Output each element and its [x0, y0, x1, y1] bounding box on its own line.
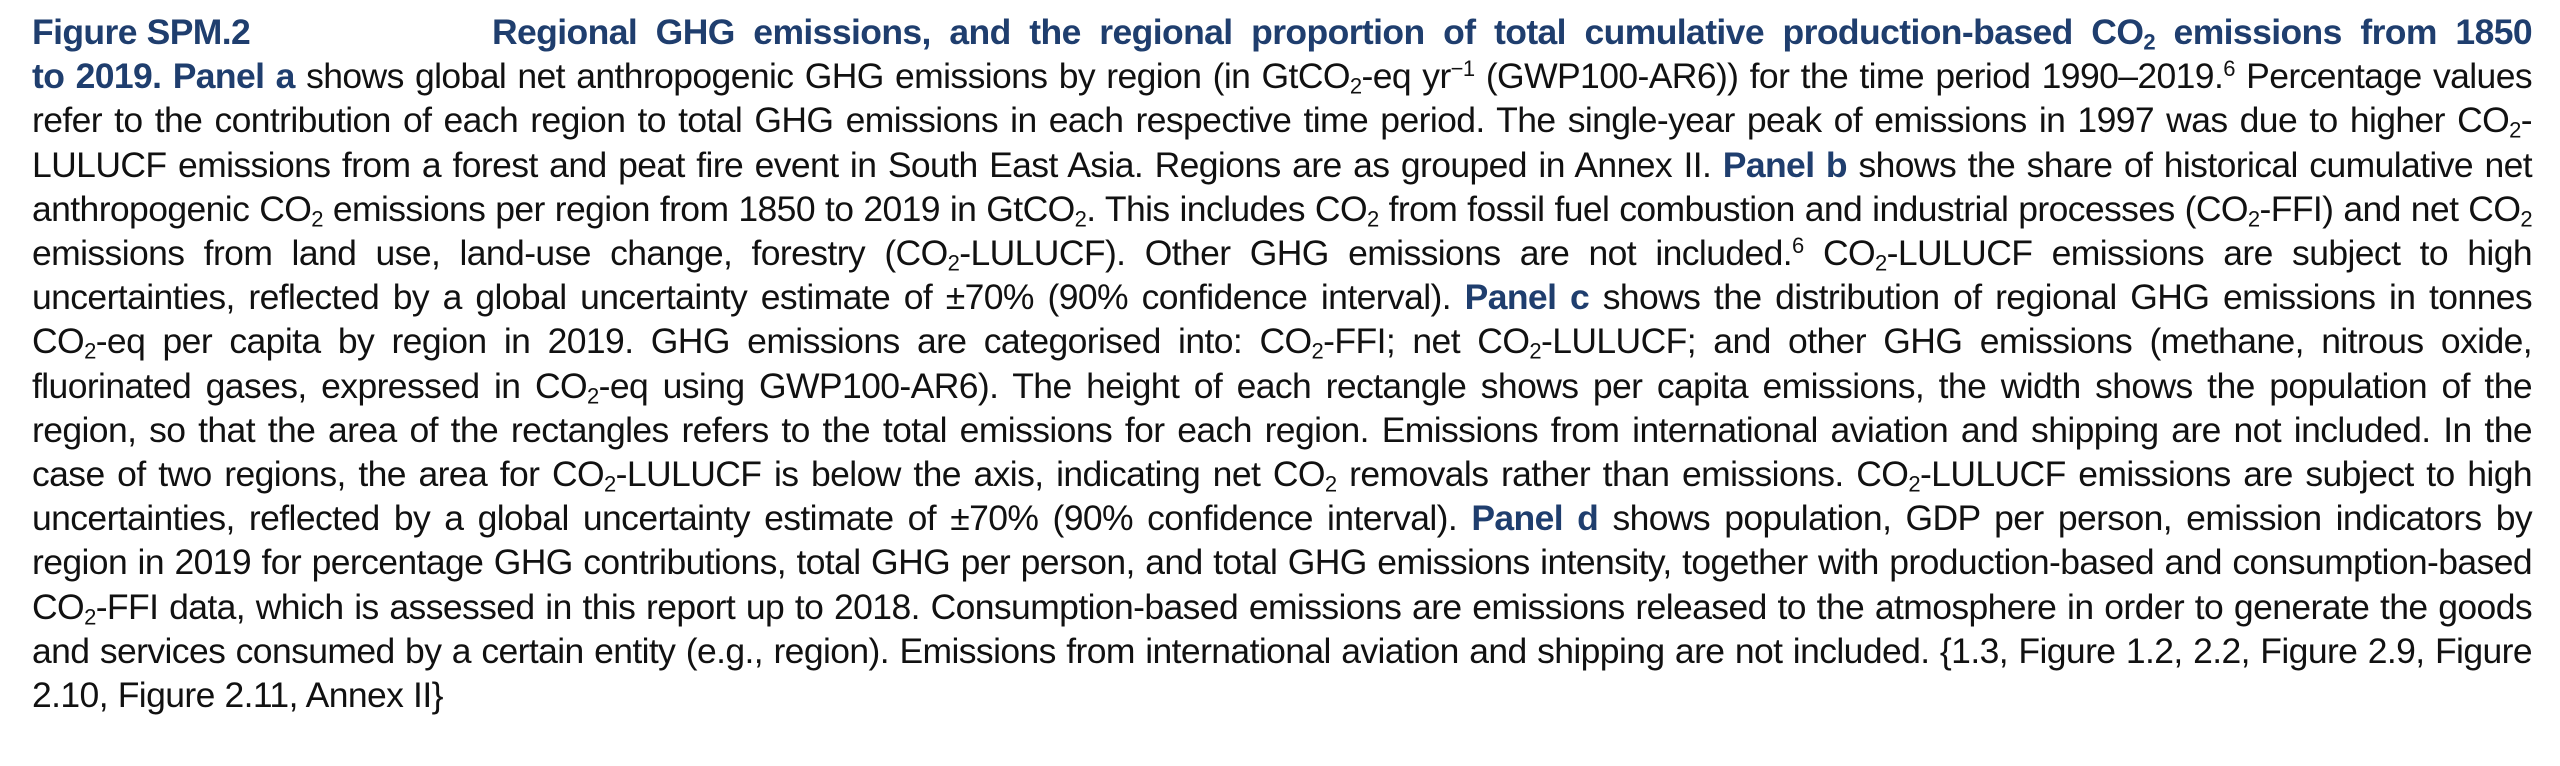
subscript: 2	[1529, 338, 1541, 364]
subscript: 2	[1366, 206, 1379, 232]
footnote-ref: 6	[1792, 232, 1804, 258]
panel-c-text: -LULUCF is below the axis, indicating ne…	[615, 454, 1326, 495]
panel-b-label: Panel b	[1722, 144, 1848, 185]
superscript: −1	[1450, 56, 1475, 82]
subscript: 2	[1311, 338, 1324, 364]
panel-a-text: Percentage values refer to the contribut…	[32, 56, 2533, 141]
figure-caption-body: to 2019. Panel a shows global net anthro…	[32, 54, 2533, 717]
figure-title-line2: to 2019.	[32, 56, 162, 97]
panel-b-text: . This includes CO	[1086, 188, 1367, 229]
subscript: 2	[2509, 117, 2521, 143]
panel-a-text: -LULUCF emissions from a forest and peat…	[32, 100, 2533, 185]
panel-b-text: -FFI) and net CO	[2259, 188, 2521, 229]
panel-c-text: -LULUCF emissions are subject to high un…	[32, 454, 2533, 539]
panel-b-text: shows the share of historical cumulative…	[32, 144, 2533, 229]
panel-a-label: Panel a	[172, 56, 296, 97]
panel-c-text: shows the distribution of regional GHG e…	[32, 277, 2533, 362]
panel-d-label: Panel d	[1471, 498, 1599, 539]
subscript: 2	[1074, 206, 1087, 232]
panel-c-label: Panel c	[1464, 277, 1590, 318]
subscript: 2	[1324, 471, 1337, 497]
panel-a-text: -eq yr	[1361, 56, 1452, 97]
figure-title-line1: Regional GHG emissions, and the regional…	[492, 10, 2533, 55]
subscript: 2	[84, 604, 96, 630]
panel-a-text: (GWP100-AR6)) for the time period 1990–2…	[1474, 56, 2224, 97]
subscript: 2	[1349, 73, 1362, 99]
panel-b-text: CO	[1803, 233, 1876, 274]
panel-c-text: -eq using GWP100-AR6). The height of eac…	[32, 365, 2533, 495]
title-text: Regional GHG emissions, and the regional…	[492, 12, 2144, 52]
subscript: 2	[604, 471, 616, 497]
panel-b-text: from fossil fuel combustion and industri…	[1378, 188, 2249, 229]
subscript: 2	[2520, 206, 2532, 232]
title-text: emissions from 1850	[2154, 12, 2533, 52]
subscript: 2	[587, 383, 599, 409]
subscript: 2	[1908, 471, 1920, 497]
figure-caption: Figure SPM.2 Regional GHG emissions, and…	[32, 10, 2533, 717]
panel-d-text: -FFI data, which is assessed in this rep…	[32, 586, 2533, 716]
figure-heading-line: Figure SPM.2 Regional GHG emissions, and…	[32, 10, 2533, 55]
subscript: 2	[84, 338, 96, 364]
panel-d-text: shows population, GDP per person, emissi…	[32, 498, 2533, 627]
subscript: 2	[1875, 250, 1887, 276]
panel-b-text: -LULUCF). Other GHG emissions are not in…	[959, 233, 1793, 274]
figure-label: Figure SPM.2	[32, 12, 251, 52]
subscript: 2	[2143, 29, 2155, 55]
panel-c-text: -eq per capita by region in 2019. GHG em…	[95, 321, 1312, 362]
panel-c-text: -FFI; net CO	[1323, 321, 1530, 362]
subscript: 2	[311, 206, 323, 232]
panel-b-text: -LULUCF emissions are subject to high un…	[32, 233, 2533, 318]
subscript: 2	[2247, 206, 2260, 232]
subscript: 2	[947, 250, 960, 276]
footnote-ref: 6	[2223, 56, 2235, 82]
panel-c-text: removals rather than emissions. CO	[1336, 454, 1909, 495]
panel-b-text: emissions from land use, land-use change…	[32, 233, 948, 274]
panel-b-text: emissions per region from 1850 to 2019 i…	[322, 188, 1075, 229]
panel-a-text: shows global net anthropogenic GHG emiss…	[294, 56, 1350, 97]
panel-c-text: -LULUCF; and other GHG emissions (methan…	[32, 321, 2533, 406]
